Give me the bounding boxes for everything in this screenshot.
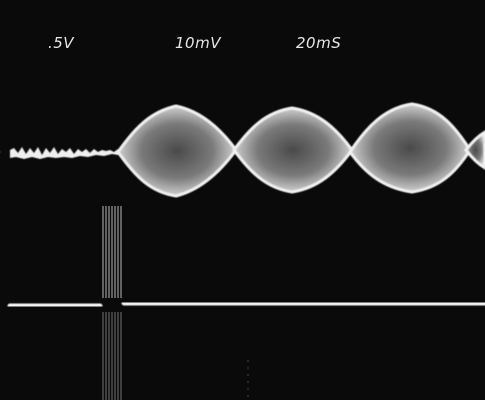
modulated-signal-trace [10, 102, 485, 198]
timebase-readout: 20mS [296, 34, 342, 52]
burst-lobe-2 [232, 106, 354, 194]
channel-1-scale-readout: .5V [48, 34, 75, 52]
burst-lobe-3 [348, 102, 472, 194]
gate-signal-trace [7, 300, 485, 309]
channel-2-scale-readout: 10mV [175, 34, 221, 52]
baseline-noise [10, 147, 124, 159]
burst-lobe-1 [116, 104, 238, 198]
gate-pulse-marker [102, 206, 122, 400]
burst-lobe-partial [464, 130, 485, 170]
